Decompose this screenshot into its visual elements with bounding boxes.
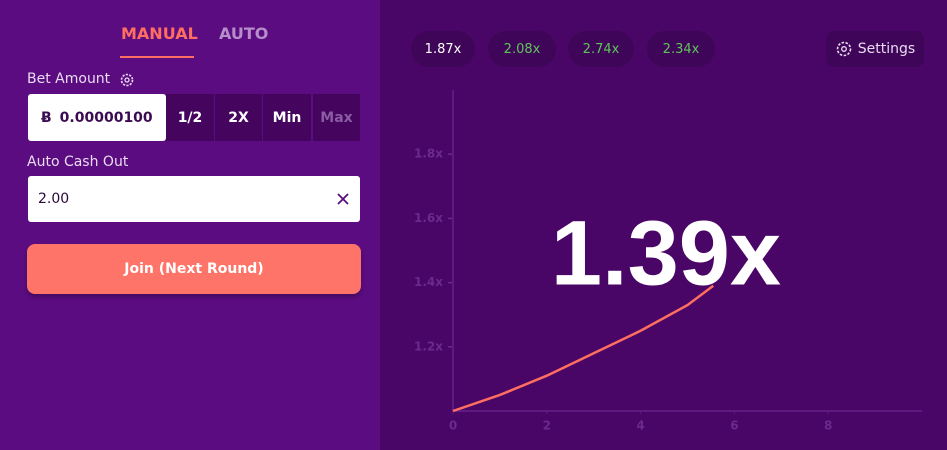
join-button[interactable]: Join (Next Round) xyxy=(27,244,361,294)
curve xyxy=(452,284,715,413)
y-tick-label: 1.2x xyxy=(414,339,443,353)
button[interactable]: Min xyxy=(263,94,311,141)
bet-value: 0.00000100 xyxy=(59,109,153,126)
multiplier: 1.39x xyxy=(551,202,781,304)
button[interactable]: Max xyxy=(313,94,360,141)
tab[interactable]: MANUAL xyxy=(121,24,198,43)
x-tick-label: 8 xyxy=(824,419,832,433)
history-pill: 2.08x xyxy=(488,31,556,67)
history-pill: 1.87x xyxy=(411,31,475,67)
history-pill: 2.74x xyxy=(568,31,634,67)
currency: Ƀ xyxy=(41,109,52,126)
cash-out-value: 2.00 xyxy=(38,191,70,207)
tab[interactable]: AUTO xyxy=(219,24,269,43)
x-tick-label: 6 xyxy=(730,419,738,433)
label: Bet Amount xyxy=(27,71,111,87)
y-tick-label: 1.4x xyxy=(414,275,443,289)
crash-chart: 1.2x 1.4x 1.6x 1.8x 0 2 4 6 8 1.39x xyxy=(414,90,922,433)
gear-icon[interactable] xyxy=(119,72,135,88)
x-tick-label: 4 xyxy=(636,419,644,433)
button[interactable]: 1/2 xyxy=(166,94,214,141)
x-tick-label: 0 xyxy=(449,419,457,433)
cash-out-input[interactable]: 2.00 xyxy=(28,176,360,222)
y-tick-label: 1.8x xyxy=(414,147,443,161)
clear-icon[interactable] xyxy=(337,193,349,205)
y-tick-label: 1.6x xyxy=(414,211,443,225)
bet-input[interactable]: Ƀ 0.00000100 xyxy=(28,94,166,141)
history-pill: 2.34x xyxy=(647,31,715,67)
label: Auto Cash Out xyxy=(27,154,129,170)
settings-button[interactable]: Settings xyxy=(826,31,924,67)
x-tick-label: 2 xyxy=(543,419,551,433)
button[interactable]: 2X xyxy=(215,94,262,141)
gear-icon xyxy=(836,41,852,57)
tab-underline xyxy=(120,56,194,58)
settings-label: Settings xyxy=(857,41,916,57)
control-panel: MANUAL AUTO Bet Amount Ƀ 0.00000100 1/2 … xyxy=(0,0,380,450)
